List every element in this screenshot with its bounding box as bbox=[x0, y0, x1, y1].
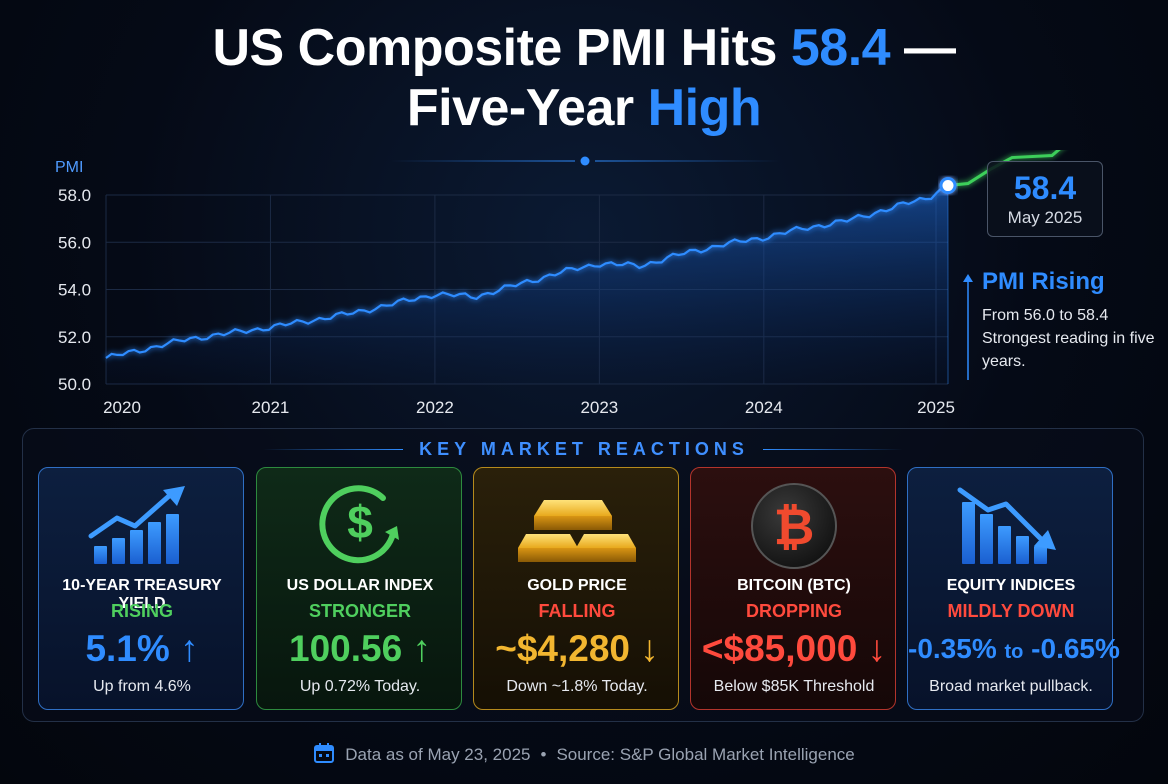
pmi-line-chart: PMI 50.052.054.056.058.0 2020 2021 2022 202… bbox=[55, 150, 1061, 417]
title-highlight-word: High bbox=[647, 79, 762, 137]
dollar-cycle-icon: $ bbox=[319, 485, 399, 564]
arrow-down-icon: ↓ bbox=[867, 628, 887, 669]
svg-text:₿: ₿ bbox=[774, 499, 815, 555]
calendar-icon bbox=[314, 743, 335, 763]
card-status: MILDLY DOWN bbox=[947, 601, 1075, 621]
x-tick-label: 2022 bbox=[416, 398, 454, 417]
page-title: US Composite PMI Hits 58.4 — Five-Year H… bbox=[0, 18, 1168, 138]
y-tick-label: 50.0 bbox=[58, 375, 91, 394]
gold-price-card: GOLD PRICE FALLING ~$4,280 ↓ Down ~1.8% … bbox=[473, 467, 679, 710]
title-divider bbox=[390, 156, 780, 166]
card-label: 10-YEAR TREASURY YIELD bbox=[62, 577, 222, 612]
x-tick-label: 2025 bbox=[917, 398, 955, 417]
card-note: Broad market pullback. bbox=[929, 678, 1093, 695]
y-axis-label: PMI bbox=[55, 159, 83, 176]
arrow-down-icon: ↓ bbox=[640, 628, 659, 669]
title-line-2: Five-Year High bbox=[406, 79, 762, 137]
card-status: DROPPING bbox=[745, 601, 842, 621]
rising-bar-chart-icon bbox=[88, 486, 185, 564]
reactions-title-rule-left bbox=[263, 449, 403, 450]
y-tick-label: 54.0 bbox=[58, 281, 91, 300]
falling-bar-chart-icon bbox=[957, 487, 1056, 564]
card-note: Down ~1.8% Today. bbox=[506, 678, 648, 695]
latest-value-callout: 58.4 May 2025 bbox=[987, 161, 1103, 237]
footer-date: Data as of May 23, 2025 bbox=[345, 745, 531, 764]
x-tick-label: 2024 bbox=[745, 398, 783, 417]
card-label: GOLD PRICE bbox=[527, 577, 627, 594]
reactions-title: KEY MARKET REACTIONS bbox=[419, 439, 749, 459]
x-axis-ticks: 2020 2021 2022 2023 2024 2025 bbox=[103, 398, 955, 417]
gold-bars-icon bbox=[518, 500, 636, 562]
card-label: EQUITY INDICES bbox=[946, 577, 1076, 594]
y-axis-ticks: 50.0 52.0 54.0 56.0 58.0 bbox=[58, 186, 91, 394]
card-note: Up 0.72% Today. bbox=[299, 678, 421, 695]
card-value: 100.56 ↑ bbox=[289, 628, 431, 669]
latest-date: May 2025 bbox=[1007, 208, 1083, 227]
card-value: -0.35% to -0.65% bbox=[908, 633, 1120, 664]
x-tick-label: 2020 bbox=[103, 398, 141, 417]
treasury-yield-card: 10-YEAR TREASURY YIELD RISING 5.1% ↑ Up … bbox=[38, 467, 244, 710]
latest-value: 58.4 bbox=[1013, 170, 1077, 206]
dollar-index-card: $ US DOLLAR INDEX STRONGER 100.56 ↑ Up 0… bbox=[256, 467, 462, 710]
card-note: Up from 4.6% bbox=[93, 678, 191, 695]
y-tick-label: 58.0 bbox=[58, 186, 91, 205]
x-tick-label: 2023 bbox=[580, 398, 618, 417]
card-note: Below $85K Threshold bbox=[713, 678, 875, 695]
annotation-heading: PMI Rising bbox=[982, 268, 1105, 295]
card-status: FALLING bbox=[538, 601, 616, 621]
y-tick-label: 52.0 bbox=[58, 328, 91, 347]
footer-source: Source: S&P Global Market Intelligence bbox=[556, 745, 855, 764]
latest-data-point bbox=[939, 177, 957, 195]
arrow-up-icon: ↑ bbox=[180, 628, 199, 669]
market-reactions-panel: KEY MARKET REACTIONS 10-YEAR TREASURY YI… bbox=[22, 428, 1144, 722]
up-arrow-icon bbox=[963, 274, 973, 380]
reactions-title-rule-right bbox=[763, 449, 903, 450]
x-tick-label: 2021 bbox=[252, 398, 290, 417]
svg-text:$: $ bbox=[347, 496, 373, 548]
card-label: BITCOIN (BTC) bbox=[737, 577, 851, 594]
card-status: STRONGER bbox=[308, 601, 411, 621]
pmi-area-fill bbox=[106, 185, 948, 384]
card-status: RISING bbox=[110, 601, 173, 621]
equity-indices-card: EQUITY INDICES MILDLY DOWN -0.35% to -0.… bbox=[907, 467, 1120, 710]
y-tick-label: 56.0 bbox=[58, 233, 91, 252]
arrow-up-icon: ↑ bbox=[412, 628, 431, 669]
bitcoin-card: ₿ BITCOIN (BTC) DROPPING <$85,000 ↓ Belo… bbox=[690, 467, 896, 710]
footer: Data as of May 23, 2025 • Source: S&P Glob… bbox=[0, 742, 1168, 765]
card-value: <$85,000 ↓ bbox=[701, 628, 887, 669]
annotation-body: From 56.0 to 58.4 Strongest reading in f… bbox=[982, 307, 1155, 370]
card-value: ~$4,280 ↓ bbox=[495, 628, 659, 669]
title-highlight-value: 58.4 bbox=[790, 19, 891, 77]
card-value: 5.1% ↑ bbox=[85, 628, 199, 669]
bitcoin-icon: ₿ bbox=[751, 483, 837, 569]
title-line-1: US Composite PMI Hits 58.4 — bbox=[212, 19, 956, 77]
card-label: US DOLLAR INDEX bbox=[286, 577, 434, 594]
pmi-series-line bbox=[105, 184, 949, 359]
